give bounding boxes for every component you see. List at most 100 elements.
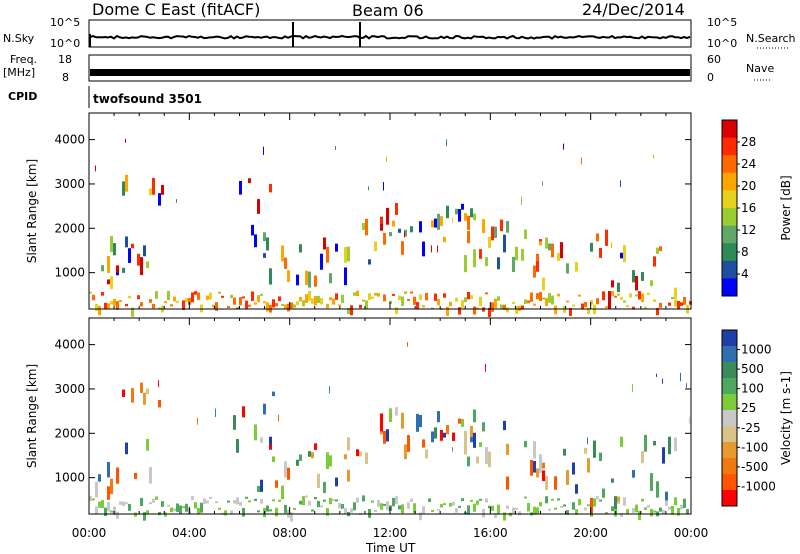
range-cell (239, 180, 242, 195)
range-cell (341, 504, 344, 509)
range-cell (419, 294, 422, 300)
range-cell (635, 294, 638, 297)
range-cell (551, 498, 554, 501)
range-cell (461, 300, 464, 308)
range-cell (533, 265, 536, 278)
range-cell (281, 485, 284, 500)
range-cell (653, 299, 656, 303)
range-cell (518, 305, 521, 311)
range-cell (125, 442, 128, 455)
range-cell (638, 291, 641, 300)
range-cell (485, 447, 488, 465)
range-cell (452, 217, 453, 224)
range-cell (386, 501, 389, 511)
range-cell (533, 461, 536, 473)
range-cell (383, 181, 384, 191)
range-cell (425, 292, 428, 301)
range-cell (464, 430, 467, 448)
ytick-label: 2000 (54, 221, 85, 235)
range-cell (434, 427, 437, 439)
range-cell (467, 456, 470, 467)
range-cell (107, 279, 110, 285)
range-cell (650, 473, 653, 491)
range-cell (524, 229, 527, 239)
range-cell (287, 467, 290, 480)
range-cell (587, 458, 590, 473)
range-cell (410, 226, 413, 233)
range-cell (170, 304, 173, 307)
colorbar-tick-label: 20 (741, 179, 756, 193)
range-cell (329, 386, 330, 394)
power-panel-frame (88, 112, 692, 310)
colorbar-swatch (722, 458, 737, 475)
range-cell (617, 496, 620, 502)
range-cell (485, 363, 486, 372)
range-cell (296, 274, 299, 286)
range-cell (530, 292, 533, 302)
range-cell (635, 275, 638, 291)
range-cell (305, 270, 308, 285)
range-cell (263, 403, 266, 415)
range-cell (503, 512, 506, 521)
range-cell (383, 294, 386, 302)
range-cell (680, 504, 683, 510)
range-cell (209, 292, 212, 300)
station-title: Dome C East (fitACF) (92, 0, 260, 19)
range-cell (287, 270, 290, 282)
range-cell (308, 451, 311, 457)
range-cell (674, 287, 677, 299)
range-cell (680, 372, 681, 382)
range-cell (461, 203, 464, 210)
range-cell (206, 295, 209, 300)
range-cell (614, 496, 617, 509)
range-cell (365, 452, 368, 464)
range-cell (254, 234, 257, 248)
range-cell (536, 293, 539, 300)
range-cell (302, 300, 305, 307)
range-cell (293, 304, 296, 308)
range-cell (161, 501, 164, 507)
range-cell (515, 305, 518, 314)
range-cell (629, 293, 632, 298)
cpid-value: twofsound 3501 (93, 92, 202, 106)
range-cell (464, 213, 467, 221)
range-cell (599, 247, 602, 258)
range-cell (89, 291, 92, 294)
range-cell (371, 500, 374, 503)
range-cell (467, 215, 470, 230)
range-cell (446, 425, 449, 435)
range-cell (125, 303, 128, 307)
range-cell (284, 257, 287, 269)
range-cell (383, 503, 386, 506)
range-cell (671, 297, 674, 300)
range-cell (374, 292, 377, 296)
range-cell (398, 505, 401, 510)
range-cell (506, 221, 509, 233)
range-cell (485, 257, 488, 267)
range-cell (101, 265, 104, 272)
range-cell (479, 249, 482, 259)
range-cell (245, 300, 248, 309)
range-cell (443, 293, 446, 298)
range-cell (566, 263, 569, 274)
range-cell (395, 203, 398, 215)
ytick-label: 3000 (54, 382, 85, 396)
range-cell (686, 509, 689, 515)
range-cell (536, 254, 539, 262)
range-cell (443, 432, 446, 438)
range-cell (431, 245, 432, 253)
range-cell (656, 373, 657, 377)
range-cell (185, 503, 188, 512)
range-cell (128, 248, 131, 263)
range-cell (143, 512, 146, 521)
colorbar-tick-label: -1000 (741, 479, 776, 493)
range-cell (356, 449, 359, 457)
range-cell (515, 246, 518, 261)
range-cell (191, 495, 194, 501)
range-cell (659, 246, 662, 252)
range-cell (149, 502, 152, 505)
range-cell (599, 452, 602, 462)
colorbar-tick-label: 500 (741, 362, 764, 376)
range-cell (560, 505, 563, 508)
range-cell (338, 304, 341, 307)
